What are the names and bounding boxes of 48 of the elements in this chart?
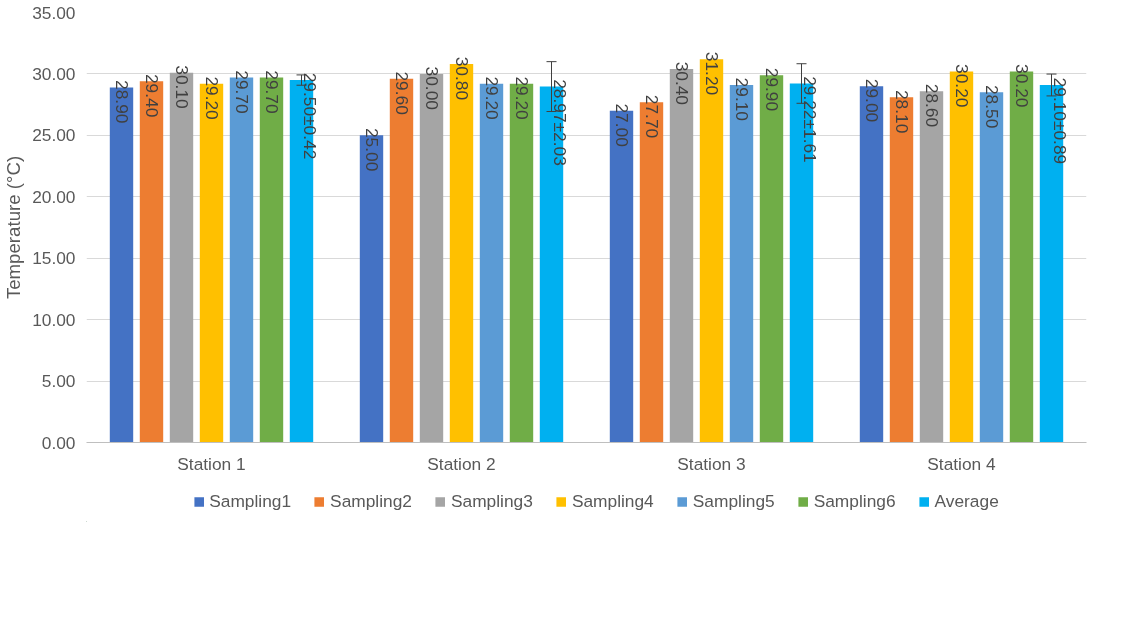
x-tick-label: Station 2 [427,453,496,474]
x-tick-label: Station 1 [177,453,246,474]
data-label: 25.00 [361,127,382,172]
data-label: 29.50±0.42 [299,72,320,160]
data-label: 30.10 [171,65,192,109]
y-tick-label: 10.00 [32,309,76,330]
y-tick-label: 0.00 [41,432,76,453]
data-label: 30.00 [421,66,442,110]
y-tick-label: 15.00 [32,248,76,269]
data-label: 29.40 [141,73,162,118]
data-label: 27.70 [641,94,662,139]
data-label: 30.40 [671,61,692,106]
x-tick-label: Station 4 [927,453,997,474]
x-tick-label: Station 3 [677,453,746,474]
data-label: 29.20 [511,76,532,120]
legend-label: Sampling3 [450,490,533,512]
legend-label: Sampling5 [692,490,775,512]
data-label: 28.50 [981,84,1002,129]
data-label: 29.70 [231,70,252,114]
data-label: 28.10 [891,89,912,134]
data-label: 29.20 [201,76,222,120]
legend-label: Sampling6 [813,490,896,512]
y-tick-label: 30.00 [32,63,76,84]
data-label: 31.20 [701,51,722,96]
legend-label: Sampling1 [209,490,292,512]
data-label: 29.10 [731,77,752,121]
data-label: 27.00 [611,103,632,147]
legend-label: Sampling4 [571,490,654,512]
legend-label: Average [934,490,999,512]
data-label: 29.70 [261,70,282,114]
y-tick-label: 20.00 [32,186,76,207]
data-label: 28.60 [921,83,942,128]
y-tick-label: 25.00 [32,125,76,146]
data-label: 29.20 [481,76,502,120]
data-label: 30.20 [951,64,972,108]
data-label: 29.00 [861,78,882,123]
y-tick-label: 35.00 [32,2,76,23]
y-tick-label: 5.00 [41,371,76,392]
data-label: 29.22±1.61 [799,76,820,163]
y-axis-title: Temperature (°C) [3,155,25,300]
data-label: 30.20 [1011,64,1032,108]
data-label: 29.90 [761,67,782,112]
data-label: 29.10±0.89 [1049,77,1070,165]
data-label: 30.80 [451,56,472,101]
data-label: 29.60 [391,71,412,115]
legend-label: Sampling2 [330,490,412,512]
data-label: 28.97±2.03 [549,79,570,166]
data-label: 28.90 [111,80,132,124]
